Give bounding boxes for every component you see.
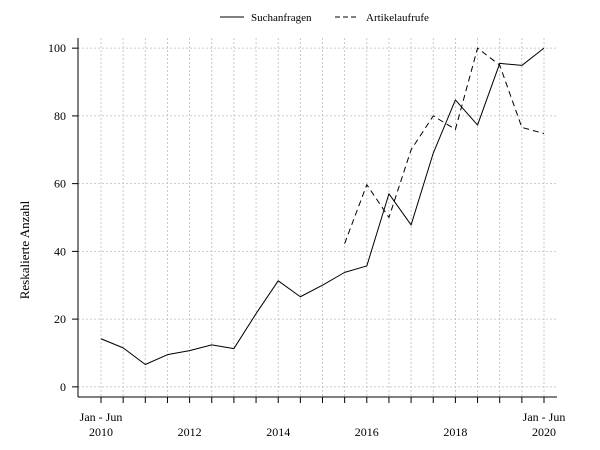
series-line-artikelaufrufe	[344, 47, 545, 244]
x-tick-label-year: 2020	[532, 425, 556, 439]
series-line-suchanfragen	[100, 47, 545, 365]
x-tick-label-period: Jan - Jun	[80, 410, 123, 424]
legend: Suchanfragen Artikelaufrufe	[220, 12, 429, 24]
series-layer	[100, 47, 545, 365]
x-tick-label-period: Jan - Jun	[523, 410, 566, 424]
y-tick-label: 60	[54, 177, 66, 191]
y-tick-label: 80	[54, 109, 66, 123]
legend-label-suchanfragen: Suchanfragen	[251, 12, 312, 24]
grid	[78, 38, 557, 397]
y-axis-title: Reskalierte Anzahl	[17, 200, 32, 299]
x-tick-label-year: 2010	[89, 425, 113, 439]
legend-label-artikelaufrufe: Artikelaufrufe	[366, 12, 429, 24]
x-tick-label-year: 2012	[178, 425, 202, 439]
y-tick-label: 0	[60, 380, 66, 394]
y-tick-label: 40	[54, 244, 66, 258]
x-tick-label-year: 2018	[443, 425, 467, 439]
x-tick-label-year: 2016	[355, 425, 379, 439]
y-tick-label: 100	[48, 41, 66, 55]
y-tick-label: 20	[54, 312, 66, 326]
x-tick-label-year: 2014	[266, 425, 290, 439]
